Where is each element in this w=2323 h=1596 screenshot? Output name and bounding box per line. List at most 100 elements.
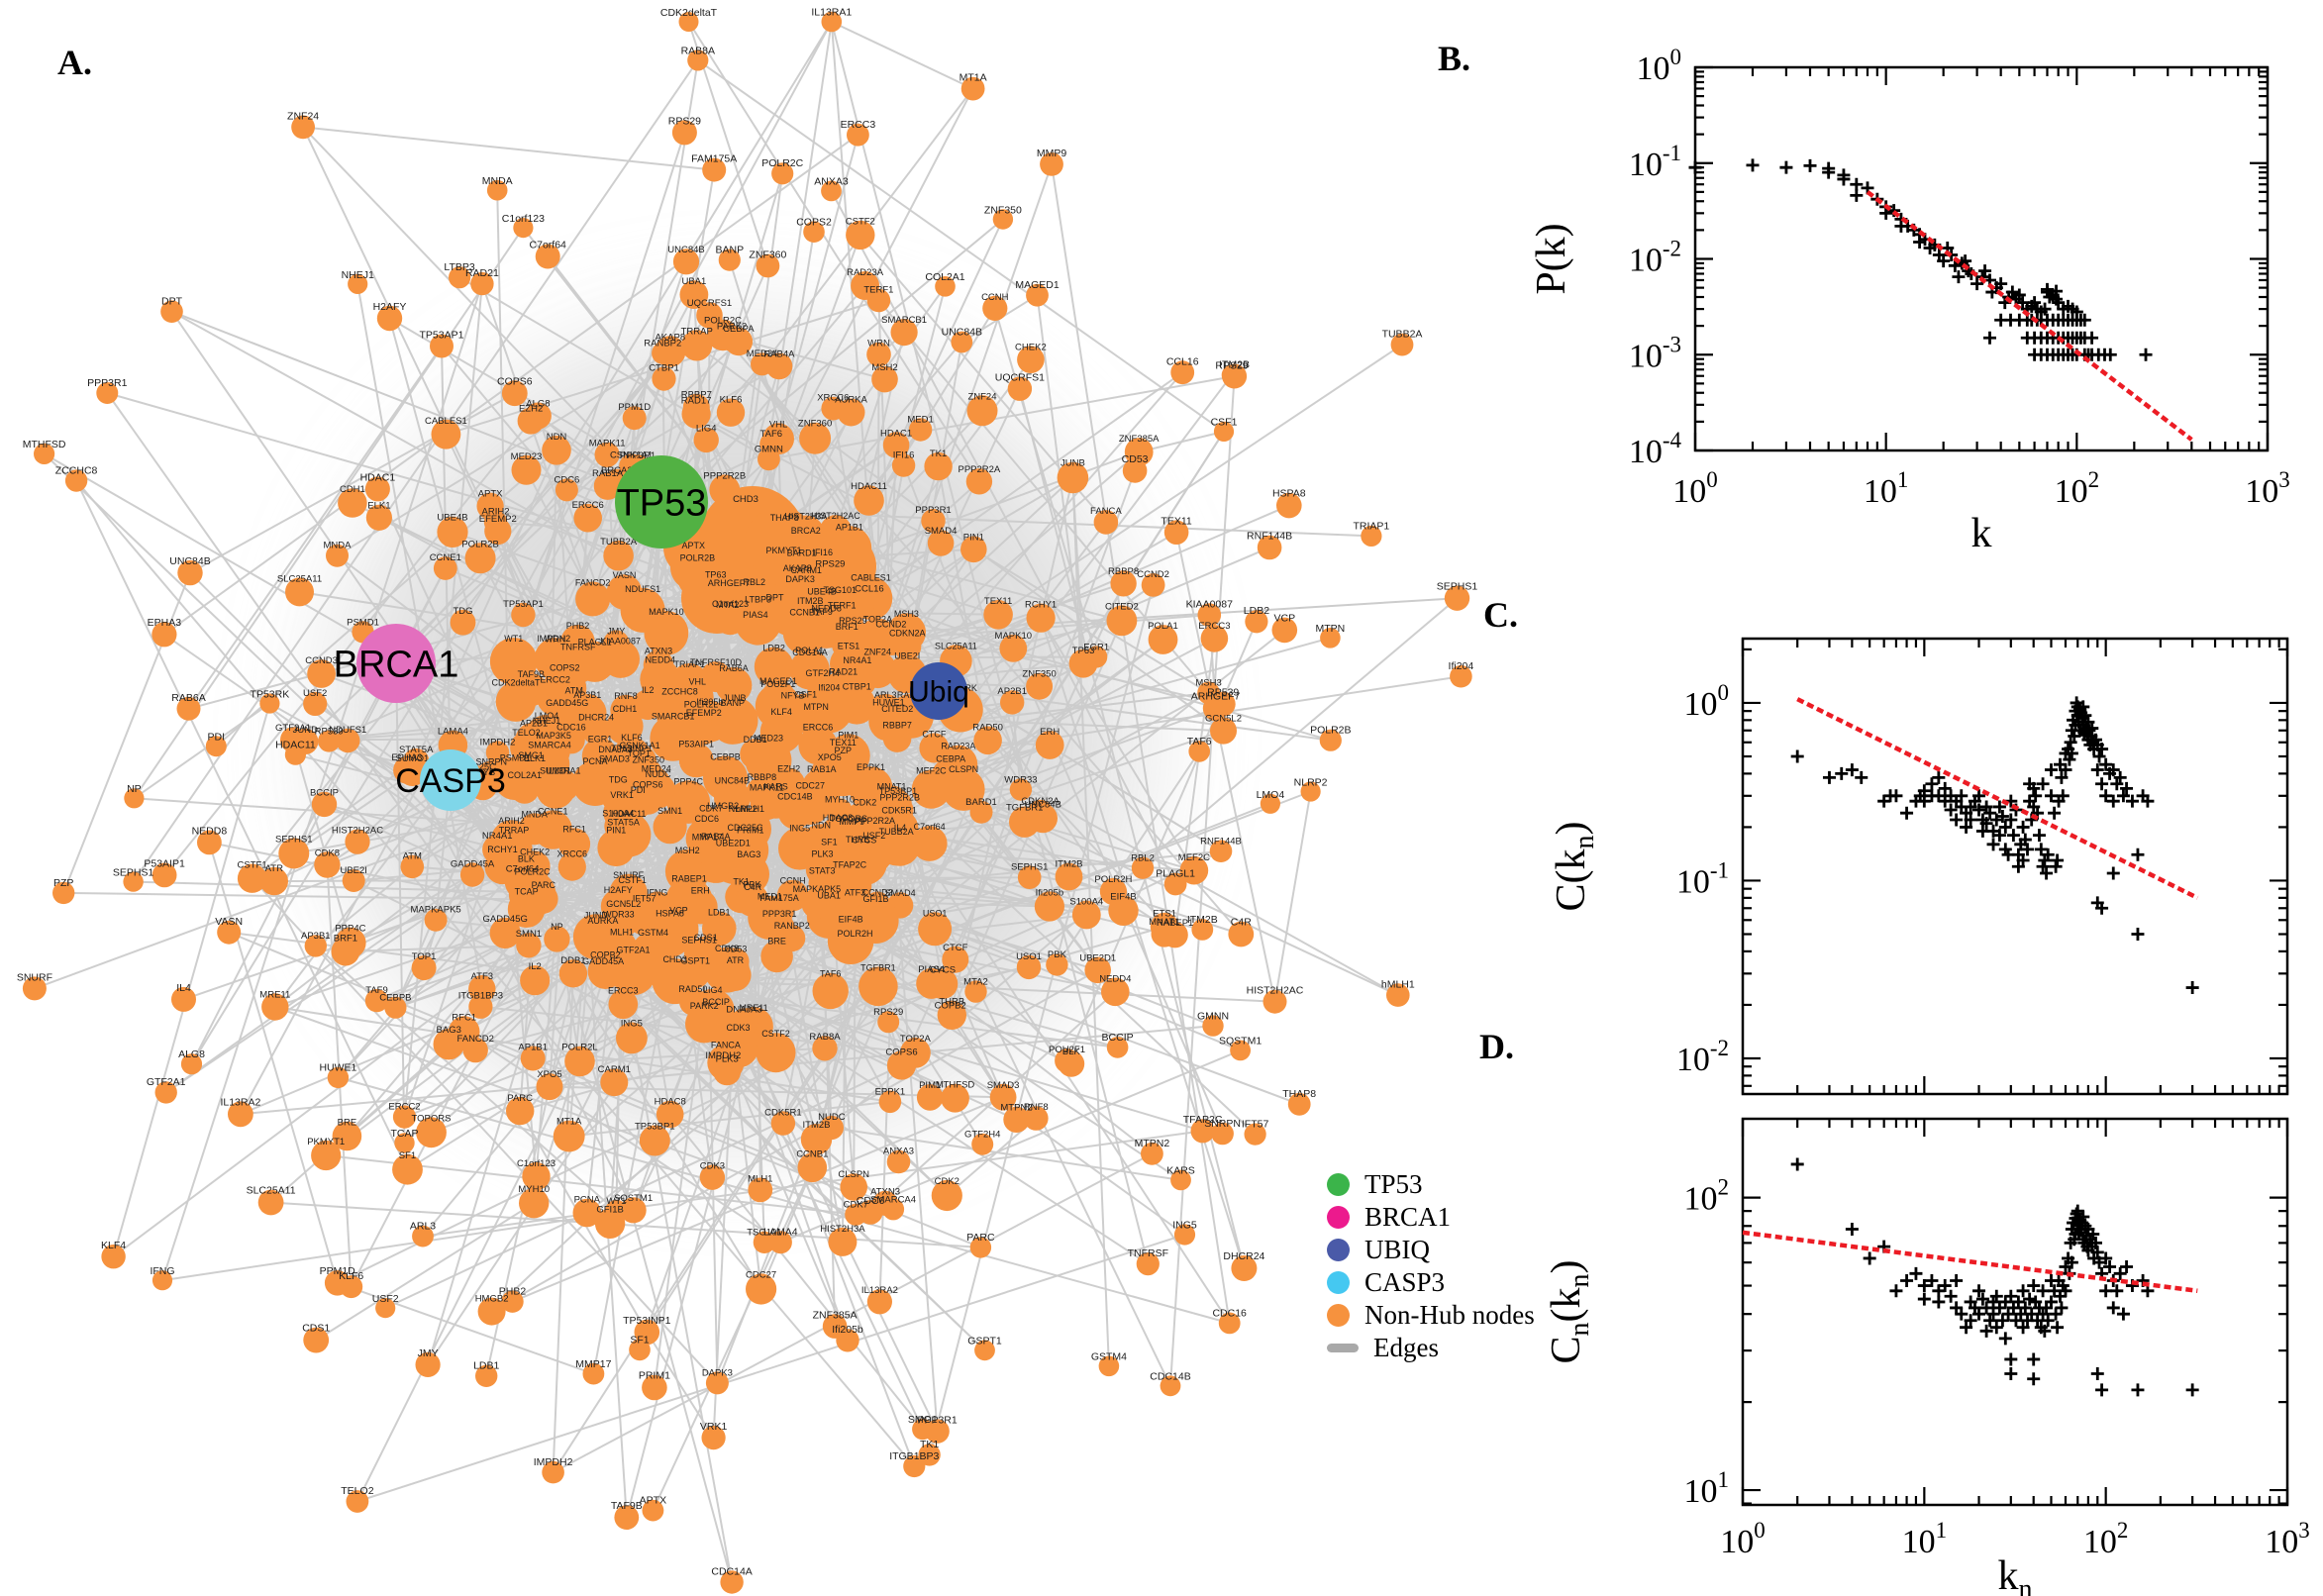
non-hub-node (642, 1499, 664, 1522)
tick-label: 101 (1864, 467, 1909, 510)
node-label: LDB2 (1244, 605, 1269, 617)
node-label: BCCIP (1102, 1032, 1134, 1044)
node-label: MMP9 (1037, 148, 1066, 159)
non-hub-node (812, 1036, 838, 1061)
node-label: UNC84B (169, 555, 210, 567)
node-label: CTBP1 (843, 682, 871, 692)
node-label: RBBP8 (1108, 566, 1139, 577)
plot-neighborhood-connectivity: 102 101 100 101 102 103 Cn(kn) kn (1544, 1117, 2310, 1596)
node-label: RAB1A (807, 764, 837, 774)
node-label: BAG3 (737, 849, 760, 859)
non-hub-node (965, 468, 993, 495)
node-label: hMLH1 (1381, 978, 1415, 990)
non-hub-node (536, 1073, 563, 1101)
node-label: TP53INP1 (623, 1315, 671, 1327)
node-label: ITM2B (803, 1120, 831, 1131)
node-label: MAGED1 (1015, 279, 1060, 291)
non-hub-node (939, 745, 978, 784)
tick-label: 102 (2055, 467, 2100, 510)
non-hub-node (64, 469, 88, 492)
non-hub-node (412, 1225, 434, 1247)
node-label: XRCC6 (817, 393, 849, 404)
node-label: TOPORS (412, 1113, 452, 1124)
non-hub-node (285, 577, 314, 607)
fit-line (1866, 190, 2193, 442)
node-label: ARHGEF7 (708, 578, 751, 588)
non-hub-node (365, 504, 392, 531)
node-label: SEPHS1 (681, 936, 717, 946)
non-hub-node (603, 540, 634, 571)
node-label: NEDD8 (192, 826, 228, 838)
non-hub-node (608, 989, 639, 1020)
node-label: CDK2deltaT (660, 7, 718, 19)
node-label: TNFRSF10D (690, 657, 743, 667)
node-label: TAF9 (812, 607, 833, 617)
non-hub-node (51, 881, 75, 905)
node-label: CYCS (852, 836, 876, 846)
non-hub-node (761, 679, 795, 714)
non-hub-node (314, 851, 341, 878)
plot-frame (1693, 65, 2270, 452)
node-label: ZNF24 (287, 111, 319, 123)
node-label: TP53AP1 (503, 599, 544, 610)
non-hub-node (812, 972, 849, 1010)
node-label: RNF144B (1247, 531, 1292, 543)
node-label: PARC (966, 1232, 995, 1244)
node-label: NR4A1 (843, 655, 871, 665)
node-label: CYCS (930, 964, 956, 975)
non-hub-node (606, 707, 644, 746)
node-label: BCCIP (310, 788, 339, 799)
node-label: CDC14B (1150, 1370, 1190, 1382)
node-label: IL2 (529, 961, 542, 972)
non-hub-node (885, 796, 914, 825)
node-label: UNC84B (715, 775, 751, 785)
node-label: SMG1 (908, 1414, 938, 1426)
node-label: BARD1 (787, 549, 817, 558)
node-label: PLK3 (716, 1054, 739, 1065)
node-label: DDB1 (560, 955, 585, 966)
non-hub-node (303, 691, 328, 717)
non-hub-node (1058, 1050, 1085, 1077)
node-label: ITM2B (1056, 859, 1083, 870)
non-hub-node (1040, 152, 1063, 176)
node-label: RAD23A (941, 742, 975, 751)
node-label: GSPT1 (681, 956, 711, 966)
non-hub-node (482, 834, 513, 865)
non-hub-node (771, 162, 794, 185)
node-label: TGFBR1 (1006, 803, 1043, 814)
node-label: SQSTM1 (614, 1193, 653, 1204)
node-label: GMNN (755, 444, 783, 454)
node-label: PPP3R1 (87, 377, 127, 389)
node-label: CDK5R1 (764, 1107, 802, 1118)
node-label: CDC14B (777, 792, 813, 802)
non-hub-node (217, 920, 242, 945)
node-label: MTPN2 (1000, 1103, 1032, 1114)
node-label: TELO2 (341, 1485, 373, 1497)
node-label: GMNN (1197, 1010, 1229, 1022)
node-label: PDI (208, 731, 226, 743)
node-label: BRE (338, 1118, 357, 1129)
legend-dot-ubiq (1327, 1239, 1350, 1261)
node-label: CDS1 (302, 1323, 330, 1335)
node-label: CEBPA (723, 324, 755, 335)
node-label: ANXA3 (883, 1147, 914, 1157)
non-hub-node (1106, 1037, 1129, 1058)
non-hub-node (709, 474, 741, 506)
non-hub-node (840, 1173, 867, 1201)
non-hub-node (176, 696, 201, 721)
node-label: TUBB2A (879, 827, 914, 837)
hub-node-brca1 (356, 624, 436, 703)
node-label: MNDA (521, 809, 548, 819)
panel-label-c: C. (1483, 595, 1518, 635)
non-hub-node (786, 693, 826, 733)
node-label: CD53 (1122, 453, 1149, 465)
node-label: CSTF2 (846, 217, 875, 228)
node-label: VASN (613, 570, 637, 580)
node-label: SMARCA4 (870, 1194, 916, 1205)
non-hub-node (1450, 664, 1472, 688)
non-hub-node (989, 1083, 1017, 1111)
non-hub-node (739, 886, 766, 914)
node-label: RBL2 (1131, 853, 1155, 864)
node-label: POLR2B (680, 552, 716, 562)
non-hub-node (699, 1164, 726, 1190)
